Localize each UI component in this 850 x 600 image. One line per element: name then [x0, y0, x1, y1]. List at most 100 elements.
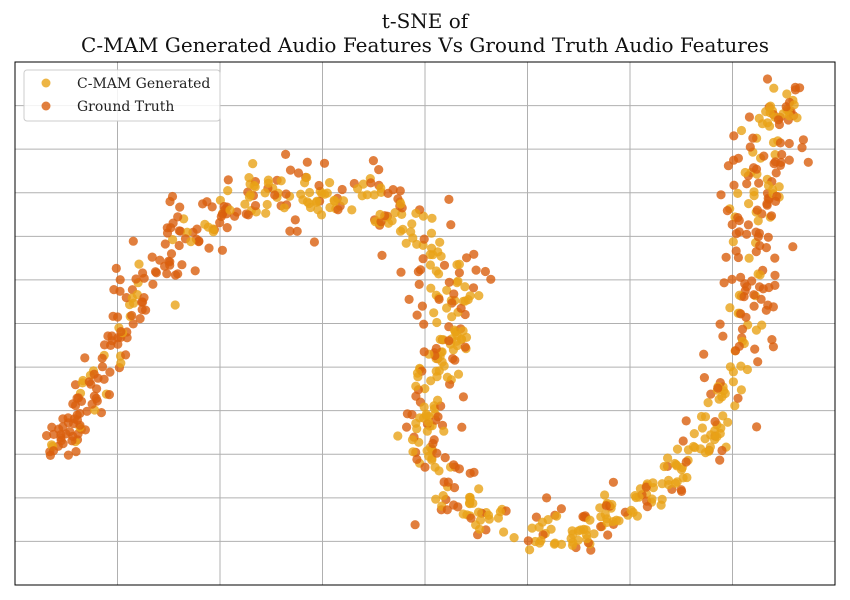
point-cmam-generated [634, 492, 644, 502]
point-ground-truth [449, 289, 459, 299]
point-ground-truth [710, 417, 720, 427]
point-cmam-generated [362, 190, 372, 200]
point-ground-truth [194, 236, 204, 246]
point-cmam-generated [789, 100, 799, 110]
point-cmam-generated [134, 259, 144, 269]
point-cmam-generated [672, 444, 683, 454]
point-cmam-generated [761, 107, 771, 117]
point-ground-truth [466, 513, 476, 523]
point-cmam-generated [426, 283, 436, 293]
point-ground-truth [678, 436, 688, 446]
point-ground-truth [377, 250, 387, 260]
point-ground-truth [281, 149, 291, 159]
point-ground-truth [788, 242, 798, 252]
point-ground-truth [319, 158, 330, 168]
legend: C-MAM Generated Ground Truth [23, 69, 221, 122]
point-cmam-generated [678, 473, 688, 483]
point-cmam-generated [672, 461, 682, 471]
point-ground-truth [480, 266, 490, 277]
point-cmam-generated [718, 411, 728, 421]
point-cmam-generated [774, 182, 784, 192]
point-cmam-generated [495, 507, 505, 517]
point-ground-truth [250, 201, 261, 211]
point-ground-truth [749, 301, 759, 311]
point-ground-truth [556, 504, 567, 514]
point-ground-truth [764, 282, 774, 293]
point-cmam-generated [434, 366, 444, 376]
point-cmam-generated [552, 511, 562, 521]
point-cmam-generated [249, 180, 259, 191]
point-ground-truth [80, 353, 90, 363]
point-ground-truth [333, 205, 343, 215]
point-cmam-generated [740, 167, 750, 178]
point-ground-truth [131, 274, 141, 284]
point-cmam-generated [421, 409, 431, 419]
point-cmam-generated [298, 195, 308, 205]
point-cmam-generated [408, 233, 418, 243]
point-ground-truth [770, 253, 780, 263]
point-ground-truth [776, 157, 786, 167]
point-ground-truth [601, 501, 611, 511]
point-ground-truth [302, 157, 312, 167]
point-ground-truth [699, 349, 709, 359]
legend-marker-cmam [41, 78, 51, 88]
point-ground-truth [292, 226, 302, 236]
point-cmam-generated [483, 510, 494, 520]
point-ground-truth [772, 191, 782, 201]
point-cmam-generated [567, 540, 578, 551]
point-cmam-generated [419, 402, 429, 412]
point-ground-truth [106, 340, 116, 350]
point-ground-truth [803, 157, 813, 167]
point-cmam-generated [442, 303, 452, 313]
point-ground-truth [48, 446, 59, 456]
point-ground-truth [596, 522, 606, 532]
point-cmam-generated [248, 159, 258, 169]
point-cmam-generated [706, 430, 716, 440]
point-cmam-generated [751, 325, 762, 335]
point-cmam-generated [534, 522, 544, 532]
point-ground-truth [739, 292, 749, 302]
point-ground-truth [775, 138, 786, 148]
point-ground-truth [681, 457, 691, 467]
point-ground-truth [72, 393, 82, 403]
point-ground-truth [750, 344, 760, 354]
point-cmam-generated [353, 184, 363, 194]
point-cmam-generated [754, 113, 764, 123]
point-cmam-generated [768, 137, 779, 148]
point-ground-truth [462, 253, 472, 263]
point-ground-truth [448, 354, 458, 364]
point-ground-truth [71, 447, 81, 457]
point-ground-truth [84, 377, 94, 387]
point-cmam-generated [460, 282, 470, 292]
point-ground-truth [781, 102, 791, 112]
point-ground-truth [603, 530, 613, 540]
scatter-points [42, 74, 813, 555]
point-ground-truth [439, 260, 450, 270]
point-cmam-generated [320, 189, 330, 199]
point-ground-truth [761, 305, 771, 315]
point-cmam-generated [749, 191, 759, 201]
point-ground-truth [139, 273, 149, 283]
chart-title-line-2: C-MAM Generated Audio Features Vs Ground… [81, 33, 769, 57]
point-ground-truth [270, 190, 280, 200]
point-cmam-generated [647, 494, 657, 504]
point-cmam-generated [784, 111, 795, 121]
point-ground-truth [468, 283, 479, 293]
point-ground-truth [733, 213, 743, 223]
point-cmam-generated [168, 235, 178, 245]
point-ground-truth [784, 155, 794, 165]
point-ground-truth [608, 477, 619, 487]
point-cmam-generated [435, 237, 445, 247]
point-cmam-generated [546, 524, 556, 534]
point-cmam-generated [465, 291, 475, 301]
point-ground-truth [89, 369, 99, 379]
point-cmam-generated [431, 494, 441, 504]
point-ground-truth [166, 223, 176, 233]
point-ground-truth [729, 131, 739, 141]
point-ground-truth [309, 237, 319, 247]
point-ground-truth [402, 422, 412, 432]
point-cmam-generated [448, 345, 458, 355]
point-cmam-generated [395, 226, 406, 236]
point-ground-truth [431, 343, 441, 354]
point-cmam-generated [338, 196, 349, 206]
